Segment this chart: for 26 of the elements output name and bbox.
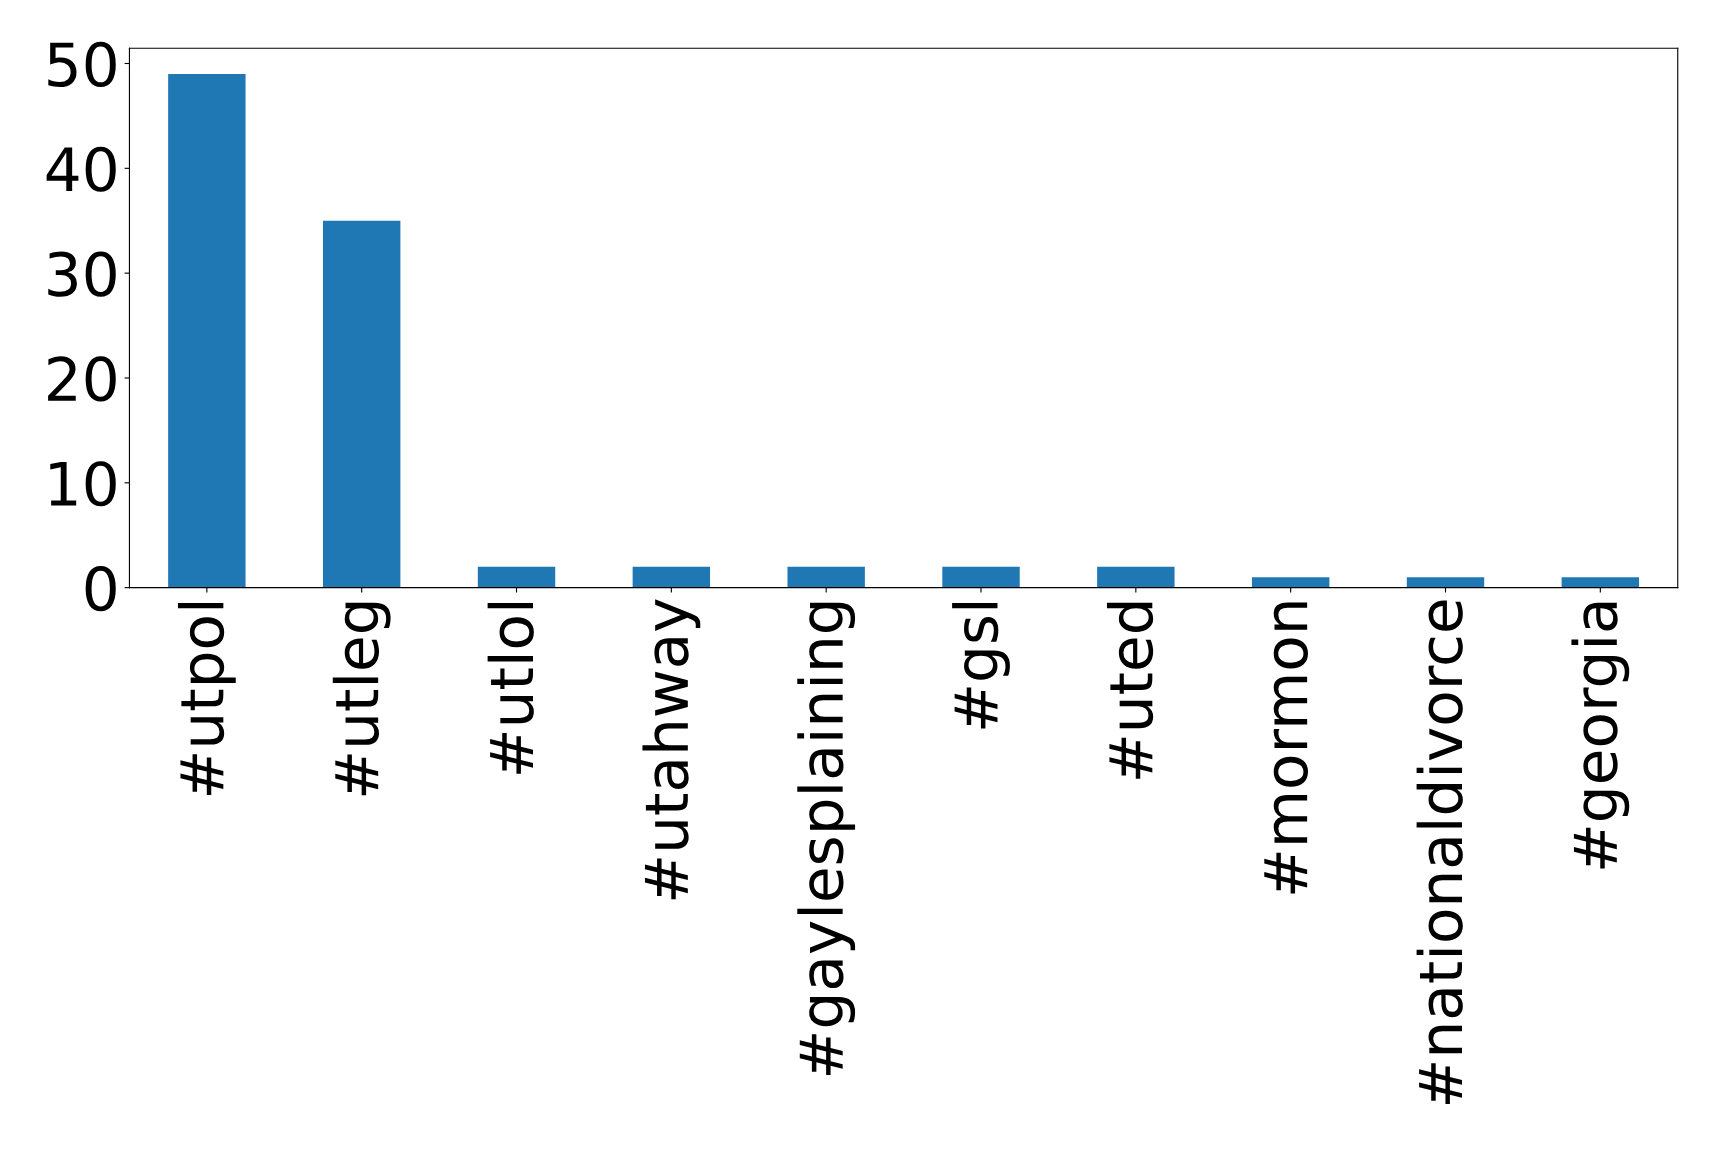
- x-tick-label: #utpol: [177, 602, 236, 796]
- x-tick-label: #gaylesplaining: [797, 602, 856, 1076]
- bar: [322, 220, 401, 588]
- x-tick-label: #georgia: [1571, 602, 1630, 869]
- bar: [632, 566, 711, 588]
- bar: [168, 73, 246, 588]
- bar: [787, 566, 865, 588]
- x-tick-label: #mormon: [1264, 602, 1308, 894]
- bar: [1097, 566, 1175, 588]
- x-tick-label: #uted: [1106, 602, 1154, 779]
- y-tick-label: 0: [85, 566, 116, 612]
- bar: [1251, 577, 1330, 588]
- x-tick-label: #utlol: [487, 602, 534, 774]
- x-tick-label: #gsl: [952, 602, 1010, 729]
- x-tick-label: #nationaldivorce: [1416, 600, 1463, 1105]
- bar: [1406, 577, 1485, 588]
- y-tick-label: 20: [48, 356, 116, 402]
- x-tick-label: #utleg: [332, 602, 391, 796]
- bar: [477, 566, 556, 588]
- x-tick-label: #utahway: [642, 599, 701, 900]
- bar: [1561, 577, 1640, 588]
- y-tick-label: 30: [48, 251, 116, 297]
- y-tick-label: 50: [48, 41, 116, 88]
- y-tick-label: 40: [46, 146, 116, 192]
- y-tick-label: 10: [50, 461, 116, 507]
- bar: [942, 566, 1020, 588]
